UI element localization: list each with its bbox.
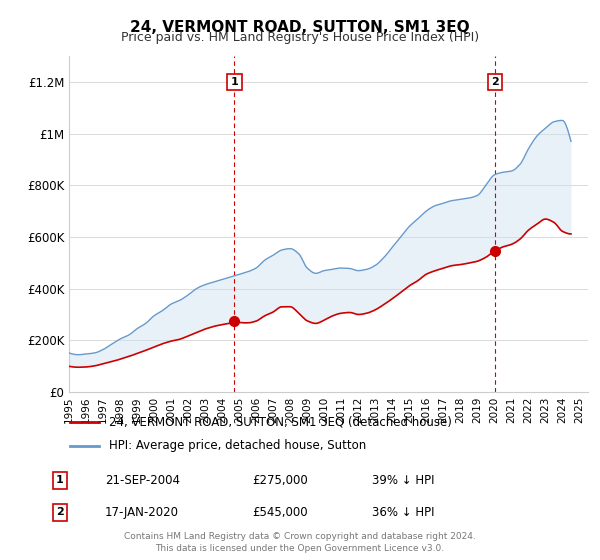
Text: 21-SEP-2004: 21-SEP-2004 xyxy=(105,474,180,487)
Text: 2: 2 xyxy=(56,507,64,517)
Text: 2: 2 xyxy=(491,77,499,87)
Text: 24, VERMONT ROAD, SUTTON, SM1 3EQ: 24, VERMONT ROAD, SUTTON, SM1 3EQ xyxy=(130,20,470,35)
Text: Price paid vs. HM Land Registry's House Price Index (HPI): Price paid vs. HM Land Registry's House … xyxy=(121,31,479,44)
Text: Contains HM Land Registry data © Crown copyright and database right 2024.
This d: Contains HM Land Registry data © Crown c… xyxy=(124,533,476,553)
Text: 1: 1 xyxy=(230,77,238,87)
Text: 24, VERMONT ROAD, SUTTON, SM1 3EQ (detached house): 24, VERMONT ROAD, SUTTON, SM1 3EQ (detac… xyxy=(109,416,452,428)
Text: 39% ↓ HPI: 39% ↓ HPI xyxy=(372,474,434,487)
Text: 17-JAN-2020: 17-JAN-2020 xyxy=(105,506,179,519)
Text: HPI: Average price, detached house, Sutton: HPI: Average price, detached house, Sutt… xyxy=(109,440,367,452)
Text: 36% ↓ HPI: 36% ↓ HPI xyxy=(372,506,434,519)
Text: £275,000: £275,000 xyxy=(252,474,308,487)
Text: 1: 1 xyxy=(56,475,64,486)
Text: £545,000: £545,000 xyxy=(252,506,308,519)
